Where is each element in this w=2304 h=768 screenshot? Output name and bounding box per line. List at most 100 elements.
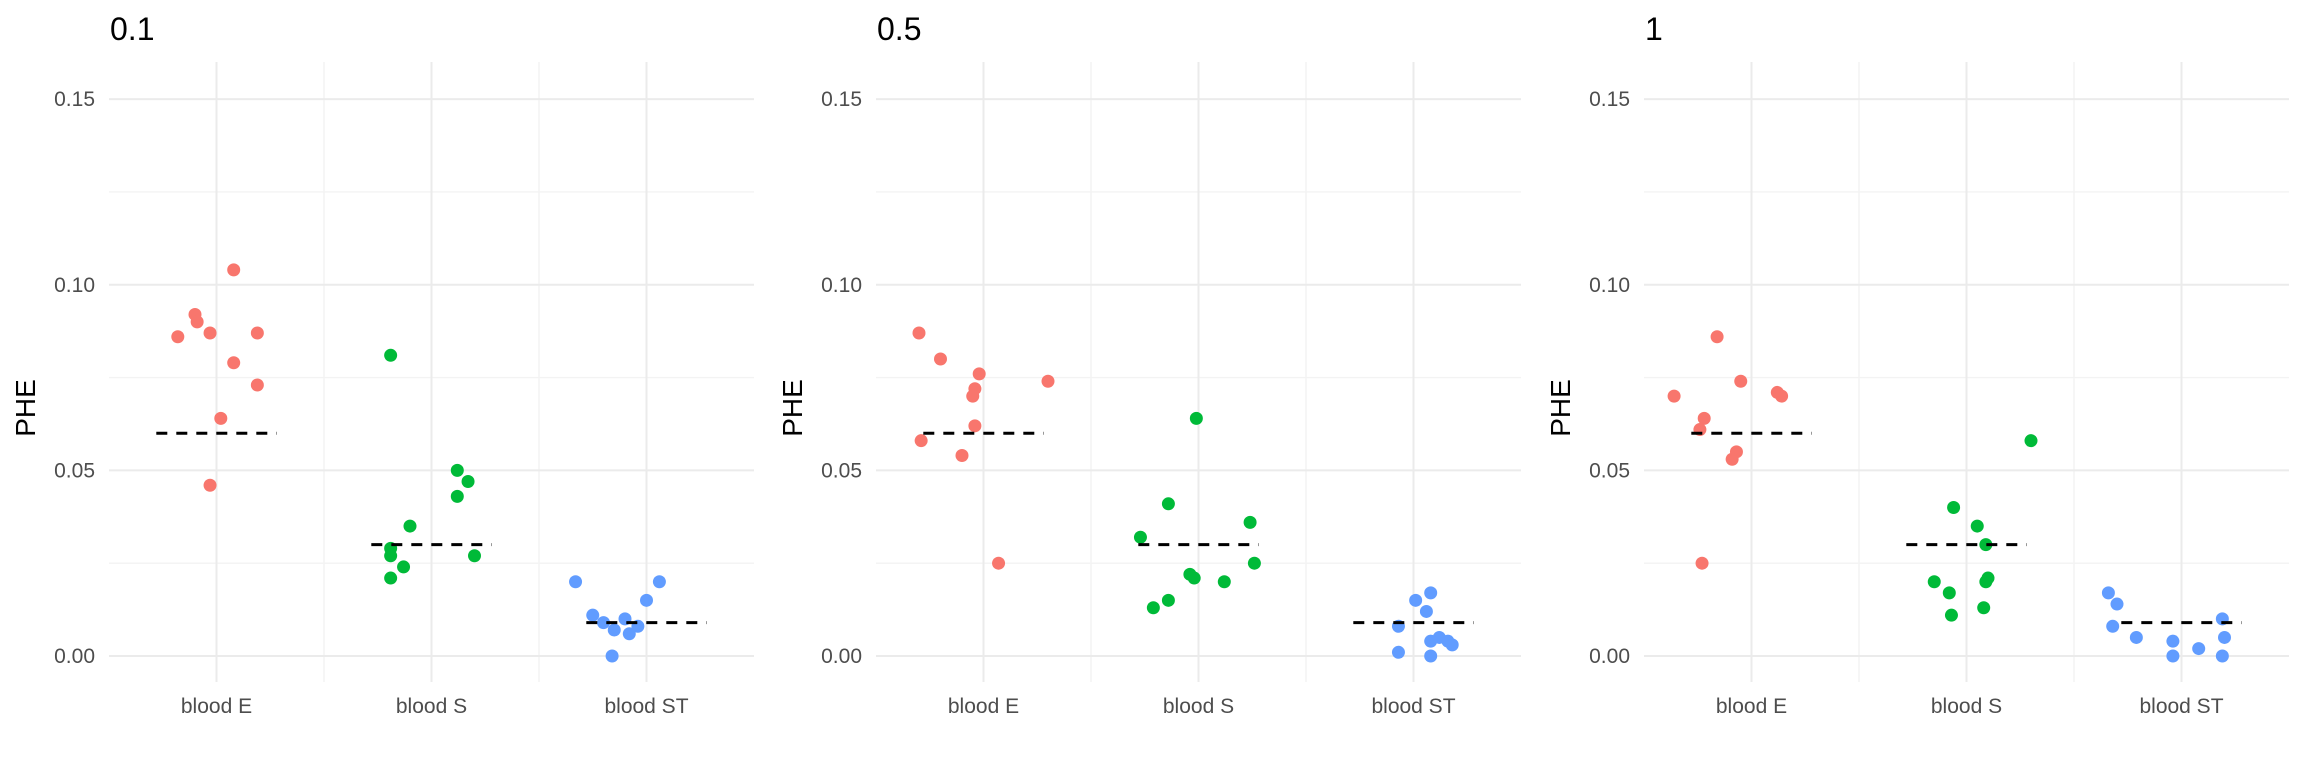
data-point: [1161, 497, 1175, 511]
data-point: [461, 475, 475, 489]
data-point: [1217, 575, 1231, 589]
data-point: [1391, 645, 1405, 659]
data-point: [2106, 619, 2120, 633]
y-axis-title: PHE: [777, 379, 808, 437]
x-tick-label: blood E: [181, 695, 252, 718]
y-tick-label: 0.00: [54, 645, 95, 668]
data-point: [227, 356, 241, 370]
data-point: [2101, 586, 2115, 600]
data-point: [1947, 501, 1961, 515]
data-point: [1419, 604, 1433, 618]
y-tick-label: 0.10: [54, 274, 95, 297]
y-tick-label: 0.05: [54, 459, 95, 482]
y-tick-label: 0.15: [1589, 88, 1630, 111]
panel-title: 1: [1645, 11, 1663, 47]
data-point: [468, 549, 481, 563]
data-point: [1161, 593, 1175, 607]
data-point: [1424, 634, 1438, 648]
y-tick-label: 0.15: [54, 88, 95, 111]
data-point: [652, 575, 666, 589]
data-point: [1146, 601, 1160, 615]
data-point: [250, 326, 264, 340]
data-point: [1189, 411, 1203, 425]
x-tick-label: blood S: [396, 695, 467, 718]
data-point: [1133, 530, 1147, 544]
data-point: [2129, 630, 2143, 644]
data-point: [2024, 434, 2038, 448]
data-point: [966, 389, 980, 403]
data-point: [1409, 593, 1423, 607]
y-tick-label: 0.00: [821, 645, 862, 668]
y-tick-label: 0.15: [821, 88, 862, 111]
data-point: [1977, 601, 1991, 615]
data-point: [992, 556, 1006, 570]
data-point: [586, 608, 600, 622]
x-tick-label: blood S: [1931, 695, 2002, 718]
data-point: [2166, 634, 2180, 648]
data-point: [2218, 630, 2231, 644]
data-point: [450, 489, 464, 503]
data-point: [914, 434, 928, 448]
x-tick-label: blood E: [1716, 695, 1787, 718]
x-tick-label: blood ST: [604, 695, 688, 718]
data-point: [955, 449, 969, 463]
y-axis-title: PHE: [1545, 379, 1576, 437]
data-point: [203, 478, 217, 492]
data-point: [384, 571, 398, 585]
data-point: [912, 326, 926, 340]
data-point: [640, 593, 653, 607]
data-point: [450, 463, 464, 477]
data-point: [1725, 452, 1739, 466]
panel-title: 0.5: [877, 11, 921, 47]
x-tick-label: blood ST: [2139, 695, 2223, 718]
data-point: [1187, 571, 1201, 585]
data-point: [1942, 586, 1956, 600]
data-point: [190, 315, 204, 329]
data-point: [384, 348, 398, 362]
data-point: [1445, 638, 1459, 652]
y-tick-label: 0.10: [821, 274, 862, 297]
data-point: [1927, 575, 1941, 589]
data-point: [569, 575, 583, 589]
data-point: [1710, 330, 1724, 344]
data-point: [607, 623, 621, 637]
data-point: [2166, 649, 2180, 663]
y-tick-label: 0.05: [1589, 459, 1630, 482]
data-point: [2110, 597, 2124, 611]
y-tick-label: 0.05: [821, 459, 862, 482]
data-point: [1970, 519, 1984, 533]
data-point: [1734, 374, 1748, 388]
data-point: [605, 649, 619, 663]
data-point: [397, 560, 411, 574]
data-point: [1667, 389, 1681, 403]
data-point: [384, 549, 398, 563]
data-point: [250, 378, 264, 392]
data-point: [403, 519, 417, 533]
data-point: [1041, 374, 1055, 388]
x-tick-label: blood E: [948, 695, 1019, 718]
data-point: [1424, 586, 1438, 600]
data-point: [1243, 515, 1257, 529]
y-axis-title: PHE: [10, 379, 41, 437]
data-point: [1247, 556, 1261, 570]
x-tick-label: blood ST: [1371, 695, 1455, 718]
data-point: [2192, 642, 2206, 656]
data-point: [2215, 649, 2229, 663]
data-point: [214, 411, 228, 425]
data-point: [1697, 411, 1711, 425]
data-point: [1944, 608, 1958, 622]
data-point: [1979, 538, 1993, 552]
data-point: [597, 616, 610, 630]
data-point: [171, 330, 185, 344]
y-tick-label: 0.00: [1589, 645, 1630, 668]
panel-title: 0.1: [110, 11, 154, 47]
x-tick-label: blood S: [1163, 695, 1234, 718]
y-tick-label: 0.10: [1589, 274, 1630, 297]
data-point: [934, 352, 947, 366]
data-point: [1775, 389, 1789, 403]
data-point: [1424, 649, 1438, 663]
data-point: [968, 419, 982, 433]
data-point: [203, 326, 217, 340]
